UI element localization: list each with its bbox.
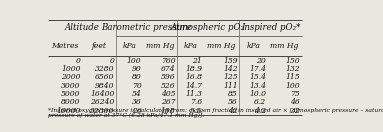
Text: Atmospheric pO₂: Atmospheric pO₂ — [171, 23, 245, 32]
Text: 7.6: 7.6 — [190, 98, 202, 106]
Text: 1000: 1000 — [61, 65, 80, 73]
Text: 16.8: 16.8 — [185, 73, 202, 81]
Text: 159: 159 — [223, 57, 238, 65]
Text: kPa: kPa — [247, 42, 260, 50]
Text: 18.9: 18.9 — [185, 65, 202, 73]
Text: Metres: Metres — [51, 42, 79, 50]
Text: 150: 150 — [286, 57, 300, 65]
Text: Altitude: Altitude — [65, 23, 100, 32]
Text: 8000: 8000 — [61, 98, 80, 106]
Text: 42: 42 — [228, 107, 238, 115]
Text: 526: 526 — [161, 82, 175, 90]
Text: 32: 32 — [290, 107, 300, 115]
Text: 14.7: 14.7 — [185, 82, 202, 90]
Text: 6560: 6560 — [95, 73, 115, 81]
Text: 90: 90 — [132, 65, 141, 73]
Text: 54: 54 — [132, 90, 141, 98]
Text: mm Hg: mm Hg — [146, 42, 174, 50]
Text: 17.4: 17.4 — [249, 65, 266, 73]
Text: 56: 56 — [228, 98, 238, 106]
Text: 70: 70 — [132, 82, 141, 90]
Text: 9840: 9840 — [95, 82, 115, 90]
Text: 13.4: 13.4 — [249, 82, 266, 90]
Text: Inspired pO₂*: Inspired pO₂* — [241, 23, 300, 32]
Text: 26240: 26240 — [90, 98, 115, 106]
Text: 10.0: 10.0 — [249, 90, 266, 98]
Text: 125: 125 — [223, 73, 238, 81]
Text: 46: 46 — [290, 98, 300, 106]
Text: mm Hg: mm Hg — [207, 42, 236, 50]
Text: 0: 0 — [110, 57, 115, 65]
Text: 100: 100 — [286, 82, 300, 90]
Text: 3280: 3280 — [95, 65, 115, 73]
Text: 760: 760 — [161, 57, 175, 65]
Text: 596: 596 — [161, 73, 175, 81]
Text: 36: 36 — [132, 98, 141, 106]
Text: *Inspired oxygen pressure is calculated from: oxygen fraction in inspired air × : *Inspired oxygen pressure is calculated … — [48, 108, 383, 113]
Text: 142: 142 — [223, 65, 238, 73]
Text: 100: 100 — [127, 57, 141, 65]
Text: feet: feet — [92, 42, 106, 50]
Text: 132: 132 — [286, 65, 300, 73]
Text: 15.4: 15.4 — [249, 73, 266, 81]
Text: 198: 198 — [161, 107, 175, 115]
Text: 3000: 3000 — [61, 82, 80, 90]
Text: 0: 0 — [76, 57, 80, 65]
Text: pressure of water at 37°C (6.28 kPa/47.1 mm Hg)].: pressure of water at 37°C (6.28 kPa/47.1… — [48, 113, 204, 118]
Text: 4.2: 4.2 — [254, 107, 266, 115]
Text: kPa: kPa — [183, 42, 197, 50]
Text: 26: 26 — [132, 107, 141, 115]
Text: 674: 674 — [161, 65, 175, 73]
Text: 10000: 10000 — [56, 107, 80, 115]
Text: mm Hg: mm Hg — [270, 42, 299, 50]
Text: 11.3: 11.3 — [185, 90, 202, 98]
Text: 80: 80 — [132, 73, 141, 81]
Text: 5.5: 5.5 — [190, 107, 202, 115]
Text: 20: 20 — [256, 57, 266, 65]
Text: 75: 75 — [290, 90, 300, 98]
Text: 21: 21 — [193, 57, 202, 65]
Text: 115: 115 — [286, 73, 300, 81]
Text: 2000: 2000 — [61, 73, 80, 81]
Text: kPa: kPa — [123, 42, 136, 50]
Text: 5000: 5000 — [61, 90, 80, 98]
Text: 405: 405 — [161, 90, 175, 98]
Text: 6.2: 6.2 — [254, 98, 266, 106]
Text: Barometric pressure: Barometric pressure — [101, 23, 192, 32]
Text: 32800: 32800 — [90, 107, 115, 115]
Text: 267: 267 — [161, 98, 175, 106]
Text: 85: 85 — [228, 90, 238, 98]
Text: 16400: 16400 — [90, 90, 115, 98]
Text: 111: 111 — [223, 82, 238, 90]
